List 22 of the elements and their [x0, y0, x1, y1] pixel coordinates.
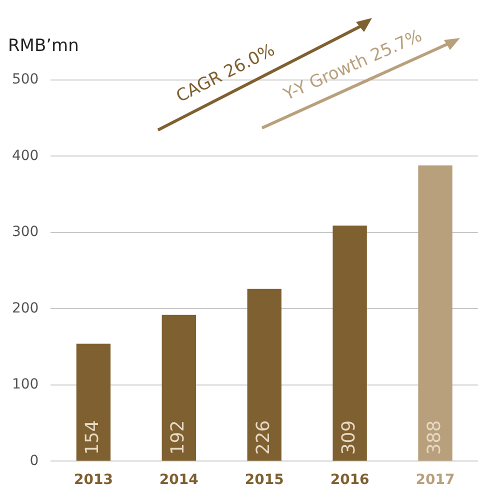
x-tick-label: 2016: [330, 472, 370, 488]
y-tick-label: 100: [12, 376, 39, 393]
y-axis-title: RMB’mn: [8, 36, 79, 56]
bar: [162, 314, 196, 461]
x-tick-label: 2014: [159, 472, 199, 488]
x-tick-label: 2017: [416, 472, 455, 488]
bar: [247, 288, 282, 461]
data-label: 388: [424, 420, 445, 455]
bar: [418, 165, 452, 461]
x-tick-label: 2015: [244, 472, 284, 488]
y-tick-label: 200: [12, 300, 39, 316]
y-tick-label: 400: [12, 148, 39, 164]
data-label: 192: [168, 420, 189, 455]
data-label: 154: [82, 420, 104, 455]
y-tick-label: 500: [12, 72, 39, 88]
y-tick-label: 300: [12, 224, 39, 240]
data-label: 309: [338, 420, 360, 455]
data-label: 226: [253, 420, 274, 455]
bar: [332, 226, 367, 461]
y-tick-label: 0: [30, 452, 39, 469]
bar: [76, 344, 111, 461]
x-tick-label: 2013: [74, 472, 113, 488]
